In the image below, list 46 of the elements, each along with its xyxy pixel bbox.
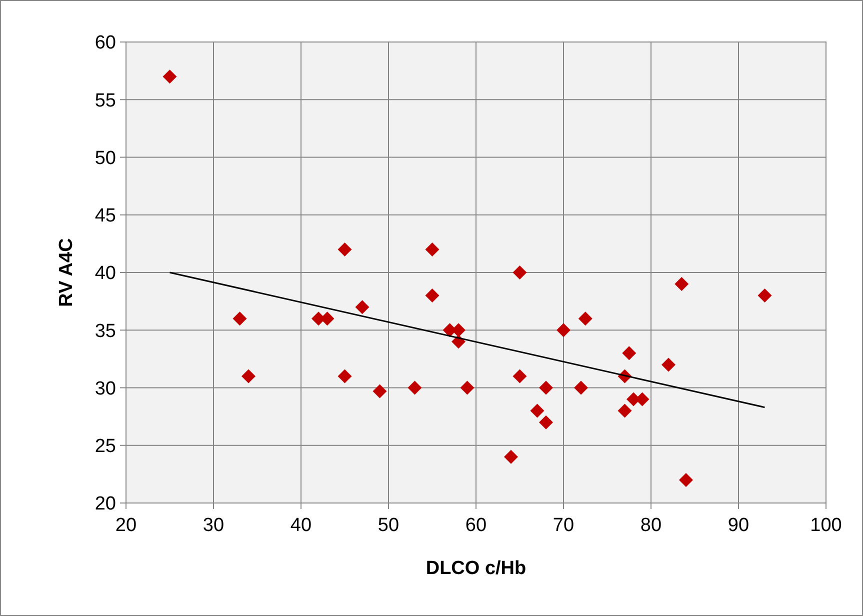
point	[408, 380, 422, 395]
point	[539, 380, 553, 395]
point	[338, 242, 352, 256]
y-tick-label: 55	[94, 90, 116, 112]
x-tick-label: 30	[202, 515, 224, 536]
point	[662, 358, 676, 372]
point	[679, 472, 693, 487]
point	[556, 323, 570, 338]
point	[504, 450, 518, 464]
point	[618, 404, 632, 418]
point	[674, 277, 689, 292]
x-tick-label: 20	[115, 515, 137, 536]
point	[460, 380, 474, 395]
x-axis-title: DLCO c/Hb	[426, 558, 526, 579]
y-tick-label: 40	[94, 263, 116, 284]
point	[162, 70, 177, 84]
point	[425, 288, 440, 303]
x-tick-label: 60	[465, 515, 487, 536]
point	[338, 369, 352, 384]
point	[512, 369, 527, 384]
x-tick-label: 70	[552, 515, 574, 536]
y-tick-label: 30	[94, 378, 116, 400]
x-tick-label: 50	[378, 515, 400, 536]
point	[530, 404, 544, 418]
point	[355, 300, 370, 314]
point	[232, 312, 247, 326]
y-tick-label: 20	[94, 494, 116, 515]
point	[758, 288, 772, 303]
x-tick-label: 90	[728, 515, 750, 536]
point	[512, 266, 527, 280]
y-tick-label: 60	[94, 32, 116, 54]
point	[539, 415, 553, 430]
y-tick-label: 50	[94, 148, 116, 169]
y-axis-title: RV A4C	[56, 238, 77, 307]
x-tick-label: 40	[290, 515, 312, 536]
point	[425, 242, 440, 256]
point	[372, 384, 387, 398]
x-tick-label: 100	[810, 515, 842, 536]
y-tick-label: 35	[94, 320, 116, 342]
point	[574, 380, 588, 395]
y-tick-label: 45	[94, 206, 116, 227]
point	[578, 312, 592, 326]
x-tick-label: 80	[640, 515, 662, 536]
y-tick-label: 25	[94, 436, 116, 458]
point	[622, 346, 636, 360]
point	[242, 369, 256, 384]
